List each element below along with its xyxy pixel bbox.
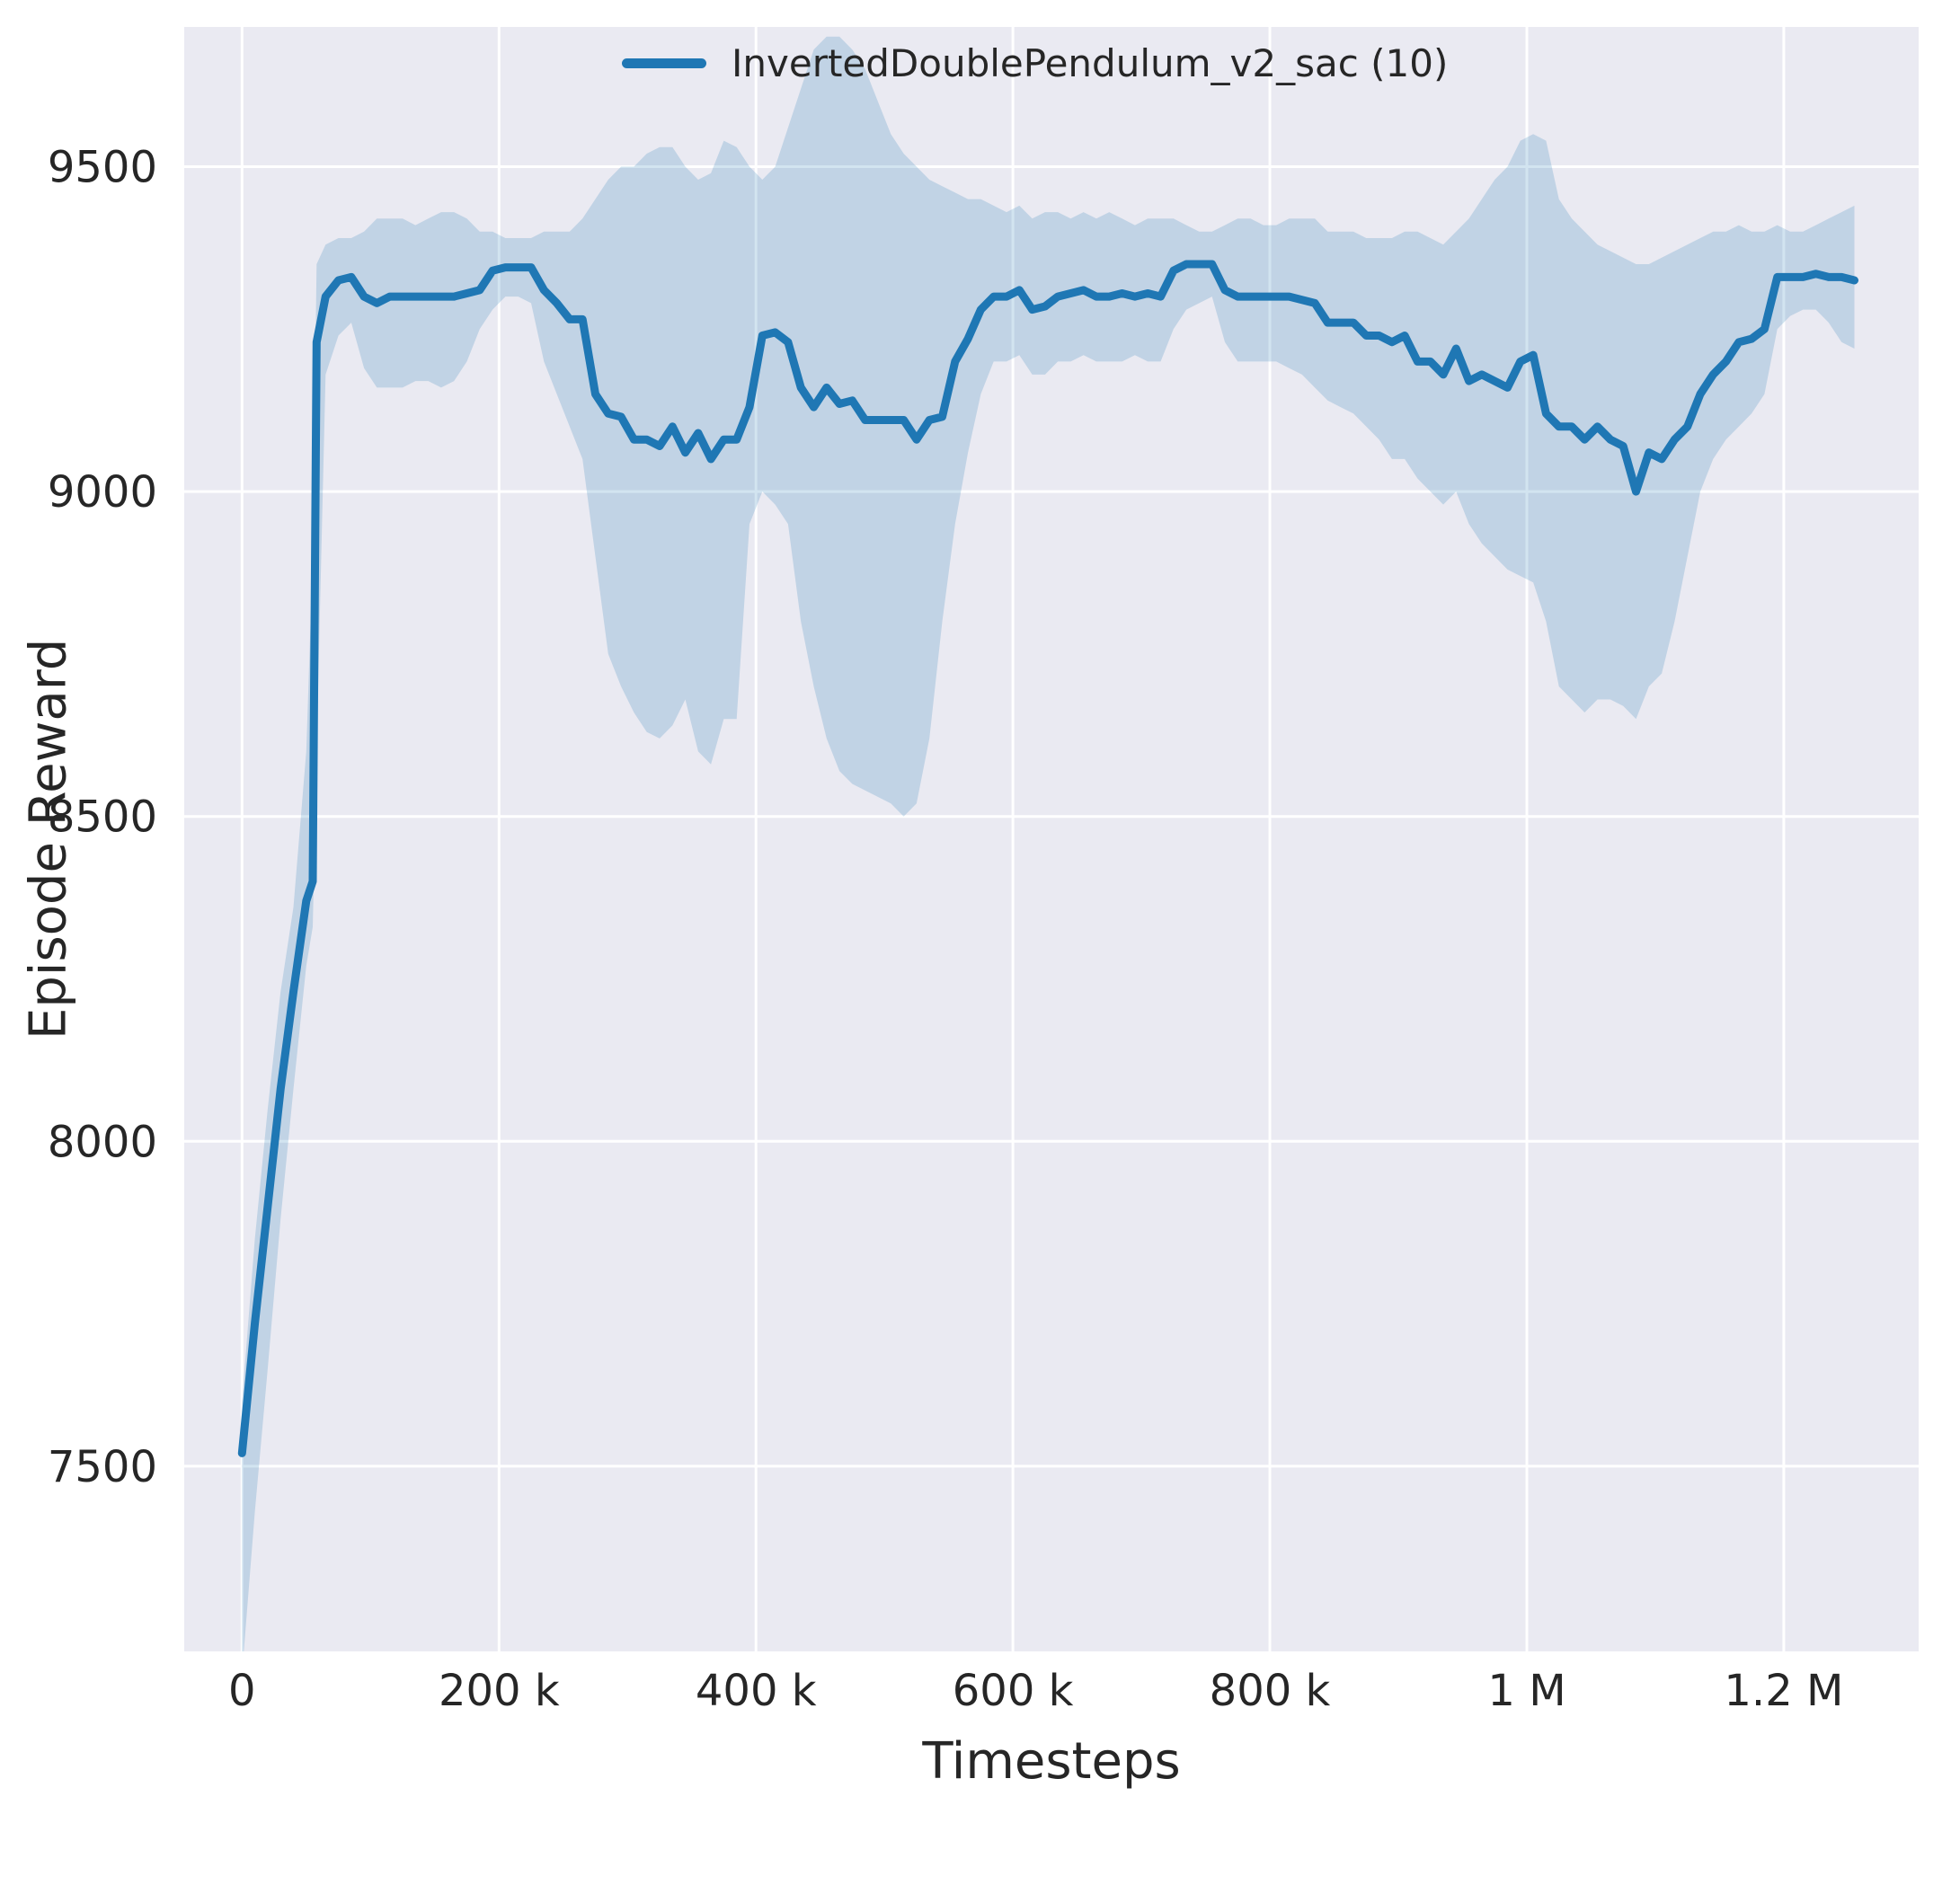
x-tick-label: 1.2 M xyxy=(1724,1666,1843,1716)
x-axis-label: Timesteps xyxy=(922,1732,1181,1791)
x-tick-label: 600 k xyxy=(953,1666,1074,1716)
y-tick-label: 7500 xyxy=(48,1442,157,1492)
legend: InvertedDoublePendulum_v2_sac (10) xyxy=(622,41,1448,85)
x-tick-label: 1 M xyxy=(1487,1666,1565,1716)
y-tick-label: 9000 xyxy=(48,467,157,518)
y-tick-label: 9500 xyxy=(48,143,157,193)
mean-line xyxy=(237,260,1858,1457)
y-tick-label: 8000 xyxy=(48,1117,157,1167)
x-tick-label: 400 k xyxy=(696,1666,817,1716)
y-tick-labels: 7500 8000 8500 9000 9500 xyxy=(48,143,157,1492)
x-tick-label: 0 xyxy=(228,1666,256,1716)
x-tick-label: 800 k xyxy=(1210,1666,1331,1716)
y-axis-label: Episode Reward xyxy=(19,638,78,1040)
x-tick-label: 200 k xyxy=(439,1666,560,1716)
legend-label: InvertedDoublePendulum_v2_sac (10) xyxy=(732,41,1449,85)
y-tick-label: 8500 xyxy=(48,792,157,843)
legend-line-swatch xyxy=(622,58,706,68)
x-tick-labels: 0 200 k 400 k 600 k 800 k 1 M 1.2 M xyxy=(228,1666,1843,1716)
